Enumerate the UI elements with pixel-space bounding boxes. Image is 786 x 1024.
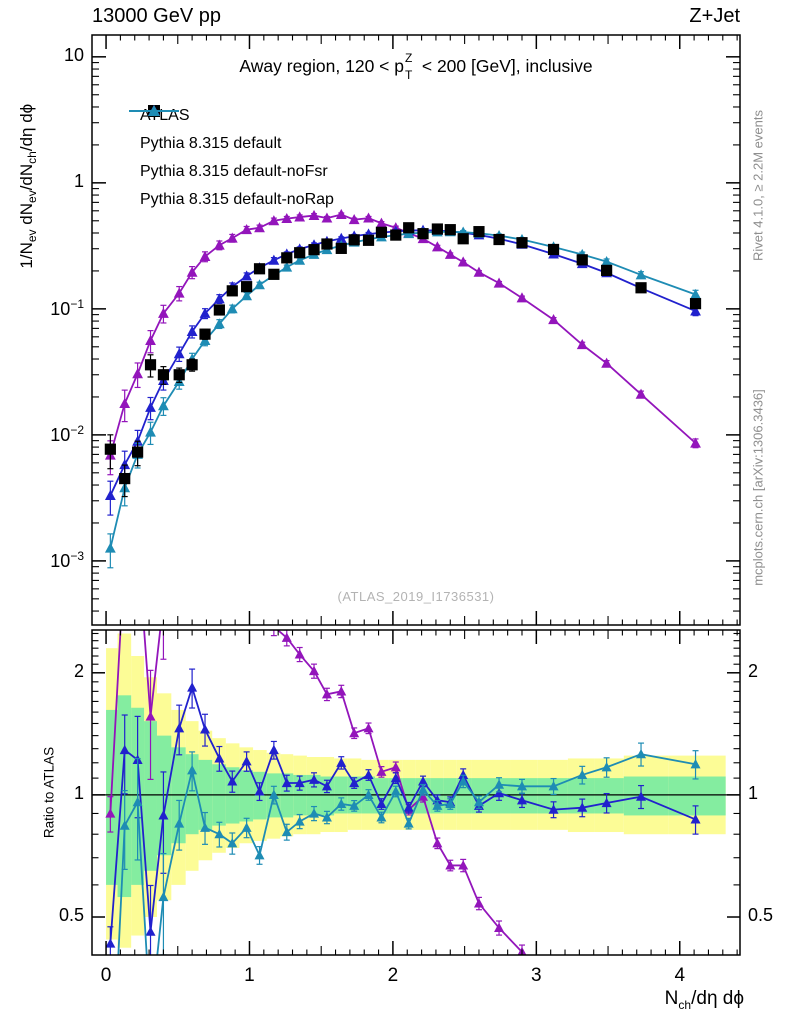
legend-label: Pythia 8.315 default-noRap (140, 191, 334, 208)
legend-item: Pythia 8.315 default-noFsr (128, 105, 334, 186)
y-ratio-tick-label-right: 1 (748, 782, 759, 803)
x-tick-label: 0 (100, 965, 112, 986)
ratio-series-layer (105, 630, 701, 955)
x-tick-label: 3 (531, 965, 542, 986)
main-panel-frame (91, 34, 741, 626)
x-tick-label: 1 (244, 965, 255, 986)
triangle-marker-icon (129, 105, 179, 116)
x-tick-label: 4 (674, 965, 686, 986)
y-main-tick-label: 10−1 (50, 296, 84, 319)
rivet-version-note: Rivet 4.1.0, ≥ 2.2M events (750, 110, 766, 261)
main-series-layer (104, 208, 702, 569)
y-ratio-tick-label-left: 2 (73, 660, 84, 681)
y-ratio-tick-label-right: 0.5 (748, 905, 774, 925)
y-ratio-tick-label-left: 1 (73, 782, 84, 803)
mcplots-reference-note: mcplots.cern.ch [arXiv:1306.3436] (750, 389, 766, 586)
analysis-watermark: (ATLAS_2019_I1736531) (337, 589, 495, 604)
uncertainty-bands (106, 633, 726, 948)
y-ratio-tick-label-left: 0.5 (58, 905, 84, 925)
legend: ATLAS Pythia 8.315 default Pythia 8.315 de… (128, 102, 334, 214)
legend-item: Pythia 8.315 default-noRap (128, 105, 334, 214)
legend-item: Pythia 8.315 default (128, 105, 334, 158)
x-axis-title: Nch/dη dϕ (664, 988, 744, 1012)
y-main-tick-label: 10−2 (50, 422, 84, 445)
y-main-tick-label: 10−3 (50, 548, 84, 571)
y-main-tick-label: 1 (73, 170, 84, 191)
legend-label: Pythia 8.315 default (140, 135, 282, 152)
y-main-tick-label: 10 (63, 44, 84, 65)
y-ratio-tick-label-right: 2 (748, 660, 759, 681)
x-tick-label: 2 (387, 965, 399, 986)
beam-energy-label: 13000 GeV pp (92, 5, 221, 27)
legend-label: Pythia 8.315 default-noFsr (140, 163, 328, 180)
process-label: Z+Jet (689, 5, 740, 27)
ratio-panel-frame (91, 629, 741, 956)
